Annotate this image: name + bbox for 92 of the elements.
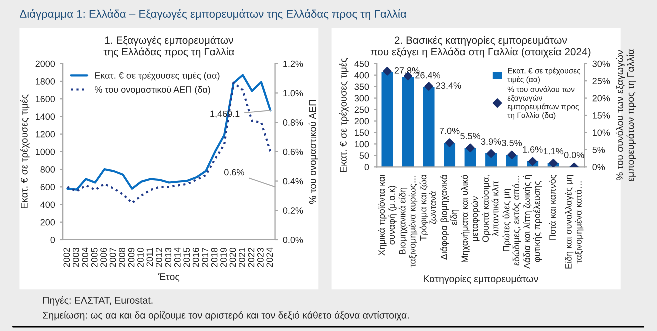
x-tick-label: 2010 (138, 248, 144, 268)
x-tick-label: Μηχανήματα και υλικό μεταφορών (461, 175, 480, 262)
chart-title: 1. Εξαγωγές εμπορευμάτων της Ελλάδας προς τη Γαλλία (104, 36, 234, 58)
x-axis-title: Έτος (158, 274, 180, 282)
y-tick-label: 1800 (36, 78, 56, 85)
x-tick-label: 2013 (165, 248, 172, 268)
y-tick-label: 1000 (36, 148, 56, 156)
legend-label: % του ονομαστικού ΑΕΠ (δα) (94, 86, 210, 95)
x-tick-label: Βιομηχανικά είδη ταξινομημένα κυρίως… (398, 176, 418, 268)
x-tick-label: 2012 (156, 248, 162, 268)
y-tick-label: 400 (354, 72, 370, 79)
y2-tick-label: 5% (592, 146, 606, 154)
x-tick-label: 2005 (91, 248, 98, 268)
y2-tick-label: 0.4% (283, 178, 304, 185)
data-label: 1.6% (523, 146, 543, 153)
data-label: 1.1% (544, 148, 564, 155)
data-label: 0.0% (564, 152, 584, 158)
y-axis-title: Εκατ. € σε τρέχουσες τιμές (20, 94, 30, 209)
x-tick-label: 2020 (230, 248, 236, 268)
x-tick-label: 2006 (100, 248, 108, 268)
y-tick-label: 200 (40, 219, 56, 226)
chart-title: 2. Βασικές κατηγορίες εμπορευμάτων που εξάγει η Ελλάδα στη Γαλλία (στοιχεία 2024) (370, 36, 591, 58)
y2-tick-label: 0.2% (283, 208, 304, 214)
y-tick-label: 350 (354, 84, 370, 90)
x-tick-label: Ορυκτά καύσιμα, λιπαντικά κλπ (482, 176, 499, 242)
legend-label: Εκατ. € σε τρέχουσες τιμές (αα) (95, 72, 220, 81)
y-tick-label: 0 (364, 164, 370, 171)
x-tick-label: 2018 (211, 248, 218, 268)
y-tick-label: 450 (354, 60, 370, 68)
x-tick-label: Τρόφιμα και ζώα ζωντανά (420, 175, 438, 241)
x-tick-label: Πρώτες ύλες μη εδώδιμες, εκτός από… (502, 176, 522, 266)
data-label: 7.0% (440, 128, 460, 134)
x-tick-label: 2023 (257, 248, 264, 268)
data-label: 3.9% (481, 138, 502, 145)
x-tick-label: Διάφορα βιομηχανικά είδη (440, 175, 460, 260)
y-tick-label: 600 (40, 184, 56, 191)
y-tick-label: 1600 (36, 96, 56, 102)
y-tick-label: 400 (40, 202, 56, 208)
y-tick-label: 1400 (36, 114, 56, 120)
x-tick-label: 2017 (202, 248, 209, 268)
y2-tick-label: 10% (593, 130, 610, 136)
y2-tick-label: 0.6% (283, 148, 304, 156)
x-tick-label: 2003 (72, 248, 80, 268)
y2-tick-label: 1.0% (284, 90, 304, 97)
x-tick-label: Ποτά και καπνός (549, 175, 558, 241)
text: Διάγραμμα 1: Ελλάδα – Εξαγωγές εμπορευμάτων της Ελλάδας προς τη Γαλλία (20, 10, 407, 20)
y2-tick-label: 0.0% (283, 236, 304, 244)
y-tick-label: 300 (354, 95, 370, 102)
y-tick-label: 200 (354, 118, 370, 125)
y2-axis-title: % του συνόλου των εξαγωγών εμπορευμάτων προς τη Γαλλία (616, 49, 636, 182)
x-tick-label: 2009 (128, 248, 135, 268)
y2-tick-label: 20% (592, 95, 610, 102)
text: Πηγές: ΕΛΣΤΑΤ, Eurostat. (44, 296, 153, 306)
y-tick-label: 2000 (36, 60, 56, 68)
x-tick-label: 2007 (110, 248, 116, 268)
y2-tick-label: 0% (592, 164, 606, 171)
data-label: 27.8% (394, 67, 420, 74)
y-tick-label: 100 (355, 141, 370, 148)
text: Σημείωση: ως αα και δα ορίζουμε τον αριστερό και τον δεξιό κάθετο άξονα αντίστοιχα. (43, 311, 409, 321)
x-axis-title: Κατηγορίες εμπορευμάτων (424, 275, 538, 284)
x-tick-label: Λάδια και λίπη ζωικής ή φυτικής προέλευσης (523, 175, 542, 270)
x-tick-label: 2022 (248, 248, 255, 268)
x-tick-label: Είδη και συναλλαγές μη ταξινομημένα κατά… (564, 175, 584, 269)
x-tick-label: 2019 (220, 248, 227, 268)
y-tick-label: 150 (355, 130, 370, 136)
y2-tick-label: 30% (592, 60, 610, 68)
data-label: 23.4% (436, 82, 462, 90)
y-axis-title: Εκατ. € σε τρέχουσες τιμές (340, 58, 349, 172)
y-tick-label: 0 (50, 236, 56, 244)
x-tick-label: Χημικά προϊόντα και συναφή (μ.α.κ) (378, 175, 397, 256)
x-tick-label: 2015 (184, 248, 190, 268)
annotation: 0.6% (224, 169, 244, 176)
data-label: 3.5% (502, 140, 522, 146)
x-tick-label: 2002 (64, 248, 70, 268)
x-tick-label: 2024 (266, 248, 274, 268)
y2-axis-title: % του ονομαστικού ΑΕΠ (308, 100, 318, 204)
y-tick-label: 250 (354, 106, 370, 114)
x-tick-label: 2014 (174, 248, 181, 268)
y-tick-label: 50 (360, 152, 370, 160)
x-tick-label: 2008 (119, 248, 126, 268)
x-tick-label: 2011 (146, 248, 154, 267)
y2-tick-label: 15% (593, 112, 610, 119)
data-label: 5.5% (460, 133, 481, 140)
y2-tick-label: 0.8% (283, 120, 304, 126)
y2-tick-label: 25% (592, 78, 610, 84)
x-tick-label: 2021 (239, 248, 246, 268)
y-tick-label: 800 (40, 166, 56, 173)
y2-tick-label: 1.2% (284, 60, 304, 68)
data-label: 26.4% (416, 72, 440, 79)
x-tick-label: 2004 (82, 248, 89, 268)
y-tick-label: 1200 (36, 131, 56, 138)
x-tick-label: 2016 (192, 248, 200, 268)
